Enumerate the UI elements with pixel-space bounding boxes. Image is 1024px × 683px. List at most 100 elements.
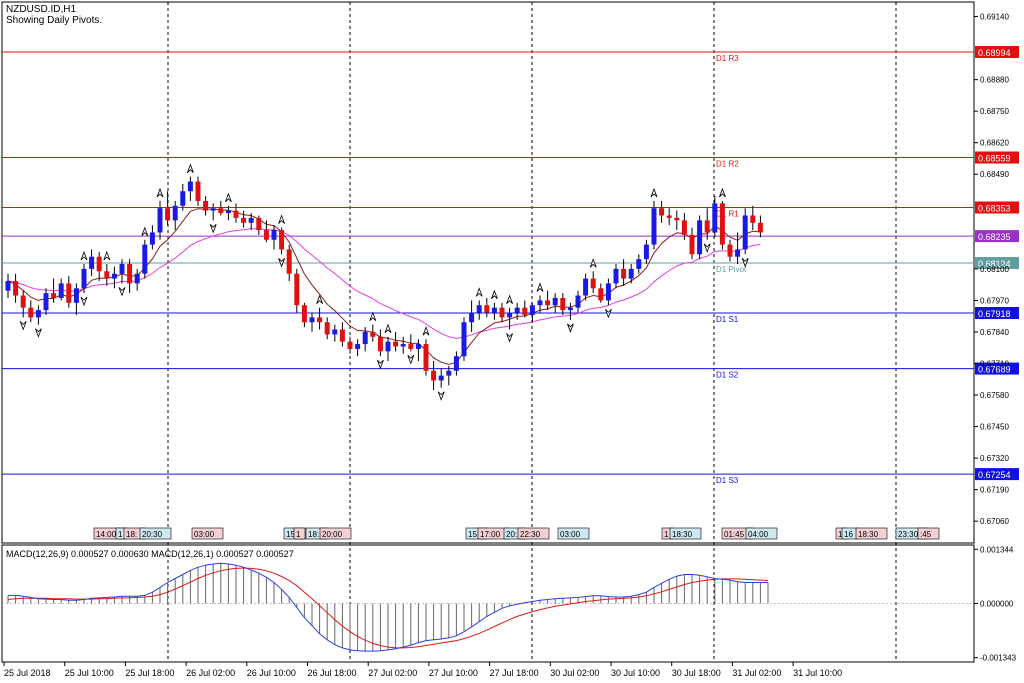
fractal-up-arrow <box>156 187 164 198</box>
price-tag: 0.68124 <box>978 259 1011 269</box>
fractal-up-arrow <box>103 250 111 261</box>
fractal-up-arrow <box>536 282 544 292</box>
candle-body <box>545 300 551 306</box>
y-tick-label: 0.67060 <box>980 517 1009 526</box>
pivot-label: D1 R2 <box>716 160 739 169</box>
session-tag: 1 <box>296 530 301 539</box>
candle-body <box>735 249 741 257</box>
price-tag-bg <box>975 45 1019 58</box>
candle-body <box>96 256 102 272</box>
session-tag: 1 <box>838 530 843 539</box>
y-tick-label: 0.67190 <box>980 486 1009 495</box>
candle-body <box>431 370 437 381</box>
price-tag-bg <box>975 151 1019 164</box>
fractal-down-arrow <box>377 359 384 370</box>
candle-body <box>446 370 452 376</box>
price-tag: 0.68994 <box>978 48 1011 58</box>
session-tag: 20:30 <box>142 530 163 539</box>
session-tag: 23:30 <box>898 530 919 539</box>
price-tag-bg <box>975 468 1019 481</box>
candle-body <box>689 234 695 255</box>
candle-body <box>35 310 41 318</box>
fractal-down-arrow <box>80 296 88 307</box>
fractal-up-arrow <box>491 289 498 300</box>
candle-body <box>195 181 201 201</box>
candle-body <box>697 220 703 255</box>
x-tick-label: 27 Jul 18:00 <box>490 668 539 678</box>
price-tag-bg <box>975 362 1019 375</box>
ma-fast-line <box>7 208 761 365</box>
candle-body <box>362 331 368 345</box>
y-tick-label: 0.68490 <box>980 170 1009 179</box>
x-tick-label: 31 Jul 02:00 <box>732 668 781 678</box>
session-tag: 18:30 <box>672 530 693 539</box>
candle-body <box>727 244 733 257</box>
x-tick-label: 30 Jul 02:00 <box>550 668 599 678</box>
main-pane-frame <box>1 1 975 544</box>
chart-header: NZDUSD.ID,H1 Showing Daily Pivots. <box>6 4 102 26</box>
x-tick-label: 25 Jul 10:00 <box>65 668 114 678</box>
price-tag-bg <box>975 257 1019 270</box>
fractal-down-arrow <box>35 328 42 338</box>
candle-body <box>537 300 543 306</box>
candle-body <box>529 305 535 315</box>
candle-body <box>408 344 414 349</box>
session-tag: 04:00 <box>748 530 769 539</box>
candle-body <box>225 210 231 214</box>
candle-body <box>750 215 756 223</box>
session-tag: 22:30 <box>520 530 541 539</box>
candle-body <box>712 203 718 233</box>
session-tag: 20:00 <box>322 530 343 539</box>
session-tag: 18:30 <box>858 530 879 539</box>
candle-body <box>491 307 497 313</box>
candle-body <box>393 341 399 347</box>
fractal-down-arrow <box>605 308 612 319</box>
y-tick-label: 0.68880 <box>980 76 1009 85</box>
session-tag: 03:00 <box>194 530 215 539</box>
fractal-up-arrow <box>422 326 430 336</box>
fractal-down-arrow <box>506 333 513 343</box>
session-tag: 14:00 <box>96 530 117 539</box>
candle-body <box>415 344 421 349</box>
macd-y-tick-label: -0.001343 <box>980 654 1017 663</box>
candle-body <box>514 307 520 313</box>
candle-body <box>119 264 125 274</box>
x-tick-label: 25 Jul 18:00 <box>125 668 174 678</box>
candle-body <box>552 297 558 306</box>
x-tick-label: 31 Jul 10:00 <box>793 668 842 678</box>
y-tick-label: 0.69140 <box>980 13 1009 22</box>
fractal-up-arrow <box>187 163 194 173</box>
candle-body <box>203 200 209 211</box>
candle-body <box>279 230 285 250</box>
price-tag: 0.68559 <box>978 154 1011 164</box>
candle-body <box>605 283 611 301</box>
candle-body <box>286 249 292 274</box>
candle-body <box>73 288 79 303</box>
session-tag-bg <box>917 527 940 540</box>
candle-body <box>613 268 619 284</box>
candle-body <box>355 344 361 349</box>
candle-body <box>317 317 323 323</box>
candle-body <box>681 220 687 235</box>
candle-body <box>66 283 72 303</box>
session-tag: 18: <box>308 530 319 539</box>
candle-body <box>385 341 391 352</box>
candle-body <box>127 264 133 284</box>
y-tick-label: 0.67710 <box>980 359 1009 368</box>
candle-body <box>423 344 429 371</box>
candle-body <box>621 268 627 279</box>
macd-signal-line <box>7 567 769 649</box>
candle-body <box>241 217 247 223</box>
candle-body <box>651 208 657 245</box>
macd-label: MACD(12,26,9) 0.000527 0.000630 MACD(12,… <box>6 549 294 559</box>
y-tick-label: 0.67970 <box>980 296 1009 305</box>
fractal-down-arrow <box>437 391 445 401</box>
fractal-up-arrow <box>278 214 285 224</box>
candle-body <box>81 268 87 289</box>
candle-body <box>347 341 353 349</box>
candle-body <box>187 181 193 192</box>
candle-body <box>643 244 649 260</box>
candle-body <box>522 307 528 315</box>
fractal-up-arrow <box>384 323 392 334</box>
